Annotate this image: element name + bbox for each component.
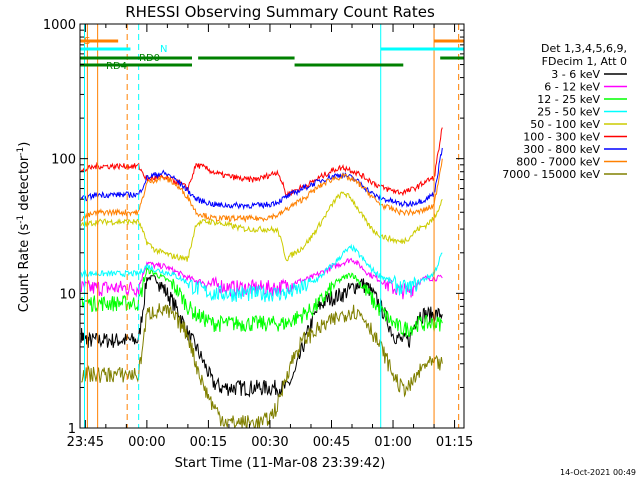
legend-label-4: 50 - 100 keV <box>530 118 600 131</box>
legend-label-3: 25 - 50 keV <box>537 106 600 119</box>
y-tick-label: 1000 <box>43 18 76 33</box>
axes: 1 10 100 1000 23:45 00:00 00:15 00:30 00:45 01:00… <box>43 18 473 450</box>
y-axis-label: Count Rate (s-1 detector-1) <box>16 142 32 313</box>
plot-area <box>80 24 460 428</box>
series-line-4 <box>80 191 443 262</box>
y-axis-label-end: ) <box>17 142 32 147</box>
y-tick-label: 100 <box>51 153 76 168</box>
series-line-5 <box>80 127 443 197</box>
series-line-1 <box>80 257 443 300</box>
plot-inner <box>80 24 460 428</box>
flag-label-n: N <box>160 44 167 55</box>
x-tick-label: 00:15 <box>190 435 227 450</box>
flag-label-rd0: RD0 <box>139 53 160 64</box>
y-axis-label-sup1: -1 <box>16 215 26 224</box>
legend-label-6: 300 - 800 keV <box>523 143 600 156</box>
series-line-2 <box>80 266 443 338</box>
legend-header-line-2: FDecim 1, Att 0 <box>542 55 627 68</box>
legend-label-5: 100 - 300 keV <box>523 131 600 144</box>
y-axis-label-sup2: -1 <box>16 147 26 156</box>
legend-label-0: 3 - 6 keV <box>551 68 600 81</box>
y-axis-label-main: Count Rate (s <box>17 224 32 313</box>
legend-label-8: 7000 - 15000 keV <box>502 168 600 181</box>
x-axis-label: Start Time (11-Mar-08 23:39:42) <box>175 456 386 471</box>
x-tick-label: 00:00 <box>128 435 165 450</box>
legend-label-1: 6 - 12 keV <box>544 81 600 94</box>
x-tick-label: 23:45 <box>67 435 104 450</box>
flag-label-s: S <box>84 36 90 47</box>
legend-label-2: 12 - 25 keV <box>537 93 600 106</box>
series-line-3 <box>80 243 443 303</box>
y-axis-label-mid: detector <box>17 155 32 215</box>
x-tick-label: 00:45 <box>313 435 350 450</box>
legend-label-7: 800 - 7000 keV <box>516 156 600 169</box>
x-tick-label: 00:30 <box>251 435 288 450</box>
y-tick-label: 10 <box>59 287 76 302</box>
series-line-7 <box>80 158 443 224</box>
legend-header-line-1: Det 1,3,4,5,6,9, <box>541 42 627 55</box>
footer-date: 14-Oct-2021 00:49 <box>560 468 636 477</box>
series-line-6 <box>80 147 443 211</box>
plot-frame <box>79 23 465 429</box>
flag-label-rd4: RD4 <box>106 61 127 72</box>
series-line-8 <box>81 303 443 428</box>
legend: Det 1,3,4,5,6,9, FDecim 1, Att 0 3 - 6 k… <box>502 42 627 181</box>
chart-title: RHESSI Observing Summary Count Rates <box>125 3 435 21</box>
y-tick-label: 1 <box>68 422 76 437</box>
x-tick-label: 01:00 <box>374 435 411 450</box>
x-tick-label: 01:15 <box>436 435 473 450</box>
